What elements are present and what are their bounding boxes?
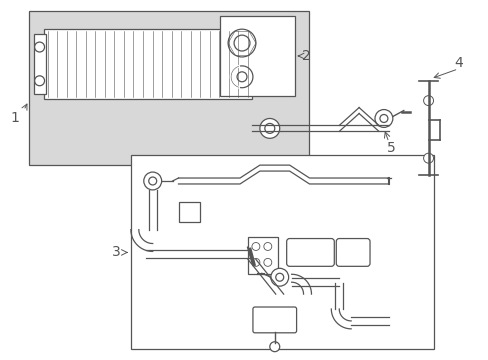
Bar: [247, 237, 277, 274]
Text: 4: 4: [453, 56, 462, 70]
Text: 1: 1: [11, 112, 20, 126]
Text: 3: 3: [112, 246, 121, 260]
Circle shape: [269, 342, 279, 352]
Circle shape: [237, 72, 246, 82]
Circle shape: [231, 66, 252, 88]
Circle shape: [264, 243, 271, 251]
Bar: [249, 34, 262, 94]
Circle shape: [228, 29, 255, 57]
Circle shape: [234, 35, 249, 51]
Circle shape: [35, 42, 44, 52]
FancyBboxPatch shape: [336, 239, 369, 266]
Circle shape: [264, 258, 271, 266]
Bar: [131, 155, 433, 349]
FancyBboxPatch shape: [252, 307, 296, 333]
Circle shape: [423, 153, 433, 163]
Circle shape: [374, 109, 392, 127]
Circle shape: [423, 96, 433, 105]
Bar: [34, 34, 45, 94]
Bar: [178, 202, 200, 222]
Circle shape: [275, 273, 283, 281]
Circle shape: [264, 123, 274, 133]
Text: 2: 2: [301, 49, 310, 63]
Circle shape: [251, 58, 264, 70]
Bar: [43, 29, 251, 99]
Circle shape: [251, 258, 259, 266]
Circle shape: [35, 76, 44, 86]
FancyBboxPatch shape: [286, 239, 334, 266]
Circle shape: [251, 243, 259, 251]
Circle shape: [148, 177, 156, 185]
Circle shape: [270, 268, 288, 286]
Circle shape: [379, 114, 387, 122]
Circle shape: [259, 118, 279, 138]
Circle shape: [143, 172, 162, 190]
Text: 5: 5: [386, 141, 394, 155]
Bar: [220, 16, 294, 96]
Bar: [29, 11, 309, 165]
